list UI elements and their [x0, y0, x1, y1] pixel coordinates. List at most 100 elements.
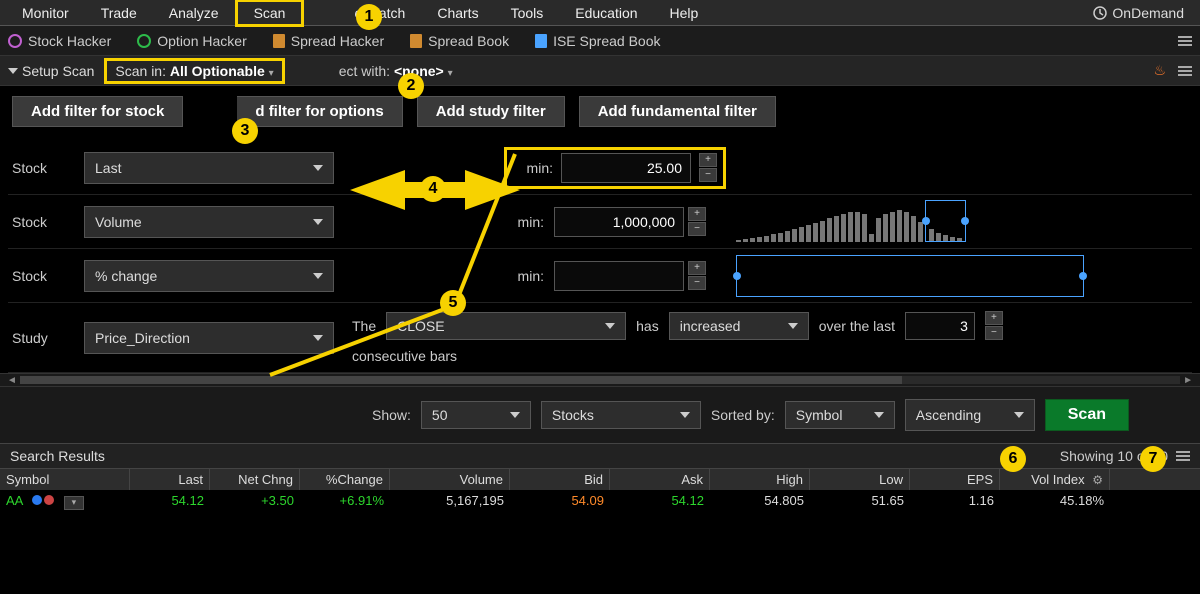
menu-scan[interactable]: Scan — [235, 0, 305, 27]
filters-panel: Stock Last min: 25.00 + − Stock Volume m… — [0, 141, 1200, 373]
filter-type-label: Stock — [8, 214, 74, 230]
setup-scan-dropdown[interactable]: Setup Scan — [8, 63, 94, 79]
study-close-select[interactable]: CLOSE — [386, 312, 626, 340]
step-down-button[interactable]: − — [985, 326, 1003, 340]
col-ask[interactable]: Ask — [610, 469, 710, 490]
show-count-select[interactable]: 50 — [421, 401, 531, 429]
min-input[interactable]: 1,000,000 — [554, 207, 684, 237]
setup-scan-label: Setup Scan — [22, 63, 94, 79]
min-label: min: — [504, 268, 544, 284]
menu-icon[interactable] — [1178, 36, 1192, 46]
info-badge-icon[interactable] — [32, 495, 42, 505]
horizontal-scrollbar[interactable]: ◄ ► — [0, 373, 1200, 387]
menu-icon[interactable] — [1178, 66, 1192, 76]
add-filter-row: Add filter for stock d filter for option… — [0, 86, 1200, 141]
tab-ise-spread-book[interactable]: ISE Spread Book — [535, 33, 660, 49]
add-filter-stock-button[interactable]: Add filter for stock — [12, 96, 183, 127]
chevron-down-icon — [313, 165, 323, 171]
menu-trade[interactable]: Trade — [85, 2, 153, 24]
tab-option-hacker[interactable]: Option Hacker — [137, 33, 246, 49]
step-up-button[interactable]: + — [699, 153, 717, 167]
step-down-button[interactable]: − — [699, 168, 717, 182]
scroll-track[interactable] — [20, 376, 1180, 384]
study-field-select[interactable]: Price_Direction — [84, 322, 334, 354]
filter-field-value: % change — [95, 268, 157, 284]
add-fundamental-filter-button[interactable]: Add fundamental filter — [579, 96, 776, 127]
cell-volume: 5,167,195 — [390, 490, 510, 513]
sorted-field-select[interactable]: Symbol — [785, 401, 895, 429]
col-pctchange[interactable]: %Change — [300, 469, 390, 490]
table-header: Symbol Last Net Chng %Change Volume Bid … — [0, 469, 1200, 490]
scan-in-prefix: Scan in: — [115, 63, 166, 79]
filter-field-select[interactable]: Volume — [84, 206, 334, 238]
tab-stock-hacker[interactable]: Stock Hacker — [8, 33, 111, 49]
cell-eps: 1.16 — [910, 490, 1000, 513]
scroll-right-icon[interactable]: ► — [1180, 375, 1196, 386]
chevron-down-icon — [313, 335, 323, 341]
filter-field-select[interactable]: Last — [84, 152, 334, 184]
min-label: min: — [513, 160, 553, 176]
symbol-value: AA — [6, 493, 23, 508]
chevron-down-icon — [510, 412, 520, 418]
expand-row-button[interactable]: ▾ — [64, 496, 84, 510]
tab-label: ISE Spread Book — [553, 33, 660, 49]
filter-type-label: Study — [8, 330, 74, 346]
col-last[interactable]: Last — [130, 469, 210, 490]
min-input[interactable]: 25.00 — [561, 153, 691, 183]
menu-analyze[interactable]: Analyze — [153, 2, 235, 24]
add-filter-options-button[interactable]: d filter for options — [237, 96, 402, 127]
study-text: consecutive bars — [352, 348, 1003, 364]
chevron-down-icon — [313, 219, 323, 225]
ondemand-button[interactable]: OnDemand — [1092, 5, 1194, 21]
select-value: 50 — [432, 407, 448, 423]
filter-field-select[interactable]: % change — [84, 260, 334, 292]
cell-ask: 54.12 — [610, 490, 710, 513]
step-up-button[interactable]: + — [688, 261, 706, 275]
col-eps[interactable]: EPS — [910, 469, 1000, 490]
col-low[interactable]: Low — [810, 469, 910, 490]
study-n-input[interactable]: 3 — [905, 312, 975, 340]
tab-label: Stock Hacker — [28, 33, 111, 49]
chevron-down-icon — [1014, 412, 1024, 418]
tab-spread-hacker[interactable]: Spread Hacker — [273, 33, 384, 49]
histogram[interactable] — [736, 202, 966, 242]
flame-icon[interactable]: ♨ — [1153, 62, 1166, 79]
scroll-left-icon[interactable]: ◄ — [4, 375, 20, 386]
col-bid[interactable]: Bid — [510, 469, 610, 490]
min-input[interactable] — [554, 261, 684, 291]
filter-field-value: Volume — [95, 214, 142, 230]
target-icon — [8, 34, 22, 48]
menu-charts[interactable]: Charts — [421, 2, 494, 24]
menu-help[interactable]: Help — [654, 2, 715, 24]
chevron-down-icon — [788, 323, 798, 329]
menu-tools[interactable]: Tools — [495, 2, 560, 24]
col-volindex[interactable]: Vol Index ⚙ — [1000, 469, 1110, 490]
intersect-dropdown[interactable]: ect with: <none> ▾ — [339, 63, 453, 79]
histogram-selected[interactable] — [736, 255, 1084, 297]
table-row[interactable]: AA ▾ 54.12 +3.50 +6.91% 5,167,195 54.09 … — [0, 490, 1200, 513]
col-netchng[interactable]: Net Chng — [210, 469, 300, 490]
refresh-icon — [137, 34, 151, 48]
gear-icon[interactable]: ⚙ — [1092, 473, 1103, 487]
menu-monitor[interactable]: Monitor — [6, 2, 85, 24]
col-volume[interactable]: Volume — [390, 469, 510, 490]
scan-button[interactable]: Scan — [1045, 399, 1129, 431]
scan-in-dropdown[interactable]: Scan in: All Optionable ▾ — [104, 58, 284, 84]
add-study-filter-button[interactable]: Add study filter — [417, 96, 565, 127]
col-symbol[interactable]: Symbol — [0, 469, 130, 490]
cell-volindex: 45.18% — [1000, 490, 1110, 513]
step-down-button[interactable]: − — [688, 222, 706, 236]
scroll-thumb[interactable] — [20, 376, 902, 384]
col-high[interactable]: High — [710, 469, 810, 490]
sort-order-select[interactable]: Ascending — [905, 399, 1035, 431]
study-direction-select[interactable]: increased — [669, 312, 809, 340]
alert-badge-icon[interactable] — [44, 495, 54, 505]
step-down-button[interactable]: − — [688, 276, 706, 290]
select-value: Stocks — [552, 407, 594, 423]
show-type-select[interactable]: Stocks — [541, 401, 701, 429]
menu-education[interactable]: Education — [559, 2, 653, 24]
menu-icon[interactable] — [1176, 451, 1190, 461]
step-up-button[interactable]: + — [688, 207, 706, 221]
tab-spread-book[interactable]: Spread Book — [410, 33, 509, 49]
step-up-button[interactable]: + — [985, 311, 1003, 325]
